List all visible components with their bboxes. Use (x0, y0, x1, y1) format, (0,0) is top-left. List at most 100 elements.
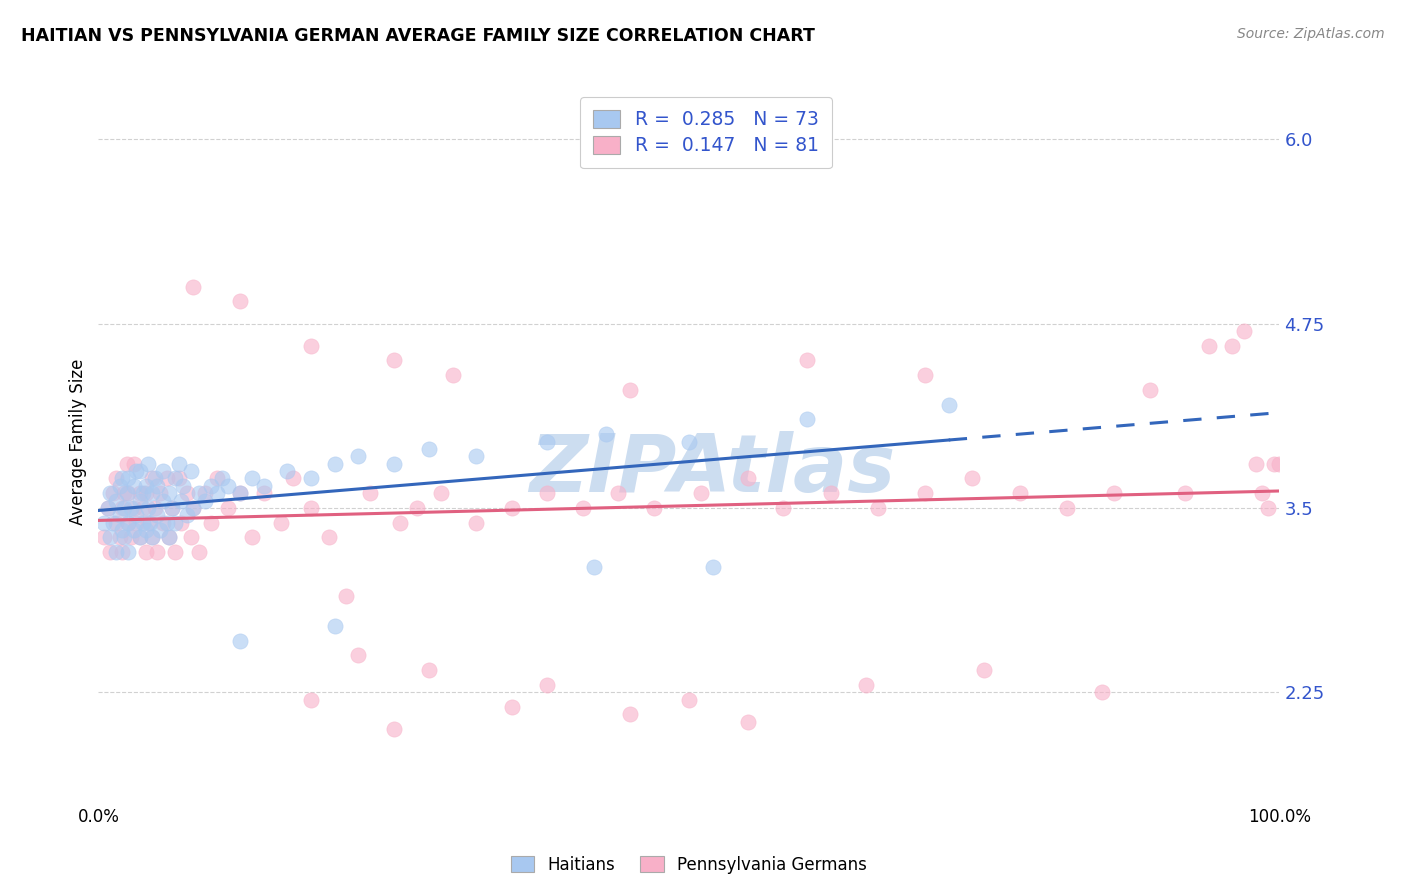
Point (973, 663, 995, 677)
Point (97, 500, 120, 515)
Point (121, 500, 143, 515)
Point (176, 508, 198, 523)
Point (128, 530, 150, 544)
Point (737, 471, 759, 485)
Point (229, 486, 252, 500)
Point (97, 500, 120, 515)
Point (108, 479, 131, 493)
Point (323, 457, 346, 471)
Point (157, 530, 180, 544)
Point (165, 516, 187, 530)
Point (135, 486, 157, 500)
Point (583, 560, 606, 574)
Point (914, 368, 936, 383)
Point (122, 500, 145, 515)
Point (101, 516, 124, 530)
Point (418, 442, 440, 456)
Point (132, 516, 155, 530)
Point (117, 471, 139, 485)
Legend: Haitians, Pennsylvania Germans: Haitians, Pennsylvania Germans (502, 847, 876, 882)
Point (1008, 486, 1031, 500)
Point (382, 722, 405, 736)
Point (112, 530, 135, 544)
Point (240, 471, 263, 485)
Point (172, 479, 194, 493)
Point (165, 545, 187, 559)
Point (135, 523, 157, 537)
Point (157, 530, 180, 544)
Point (318, 530, 340, 544)
Point (194, 493, 217, 508)
Point (157, 486, 180, 500)
Point (382, 457, 405, 471)
Point (152, 493, 174, 508)
Point (141, 530, 163, 544)
Point (187, 545, 209, 559)
Point (143, 471, 166, 485)
Point (229, 486, 252, 500)
Point (93, 530, 115, 544)
Point (117, 516, 139, 530)
Point (737, 714, 759, 729)
Point (299, 339, 322, 353)
Point (465, 450, 488, 464)
Point (359, 486, 381, 500)
Point (643, 500, 665, 515)
Point (217, 500, 239, 515)
Point (1233, 324, 1256, 338)
Point (146, 545, 169, 559)
Point (128, 530, 150, 544)
Point (111, 471, 134, 485)
Point (1250, 486, 1272, 500)
Point (165, 471, 187, 485)
Point (128, 464, 150, 478)
Point (240, 530, 263, 544)
Point (1244, 457, 1267, 471)
Point (418, 663, 440, 677)
Point (170, 493, 193, 508)
Text: Source: ZipAtlas.com: Source: ZipAtlas.com (1237, 27, 1385, 41)
Point (217, 479, 239, 493)
Point (170, 516, 193, 530)
Point (678, 434, 700, 449)
Point (122, 523, 145, 537)
Point (253, 486, 276, 500)
Point (181, 500, 204, 515)
Point (430, 486, 453, 500)
Point (146, 479, 169, 493)
Point (536, 486, 558, 500)
Point (501, 500, 523, 515)
Point (866, 500, 889, 515)
Point (180, 530, 202, 544)
Point (187, 486, 209, 500)
Point (571, 500, 593, 515)
Point (125, 516, 148, 530)
Point (143, 500, 166, 515)
Point (117, 516, 139, 530)
Point (323, 619, 346, 633)
Point (194, 486, 217, 500)
Point (1056, 500, 1078, 515)
Point (128, 493, 150, 508)
Point (678, 692, 700, 706)
Point (229, 294, 252, 309)
Point (1139, 383, 1161, 397)
Point (938, 398, 960, 412)
Point (270, 516, 292, 530)
Point (176, 486, 198, 500)
Point (181, 500, 204, 515)
Point (167, 471, 190, 485)
Point (121, 530, 143, 544)
Point (1257, 500, 1279, 515)
Point (149, 486, 172, 500)
Point (122, 479, 145, 493)
Point (105, 545, 128, 559)
Point (689, 486, 711, 500)
Point (122, 457, 145, 471)
Point (132, 500, 155, 515)
Point (796, 412, 818, 426)
Point (115, 486, 138, 500)
Point (619, 383, 641, 397)
Point (347, 648, 370, 663)
Point (115, 457, 138, 471)
